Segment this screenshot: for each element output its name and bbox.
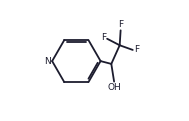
Text: F: F (101, 33, 106, 42)
Text: N: N (44, 57, 51, 66)
Text: F: F (134, 45, 139, 54)
Text: OH: OH (107, 83, 121, 92)
Text: F: F (118, 20, 123, 29)
